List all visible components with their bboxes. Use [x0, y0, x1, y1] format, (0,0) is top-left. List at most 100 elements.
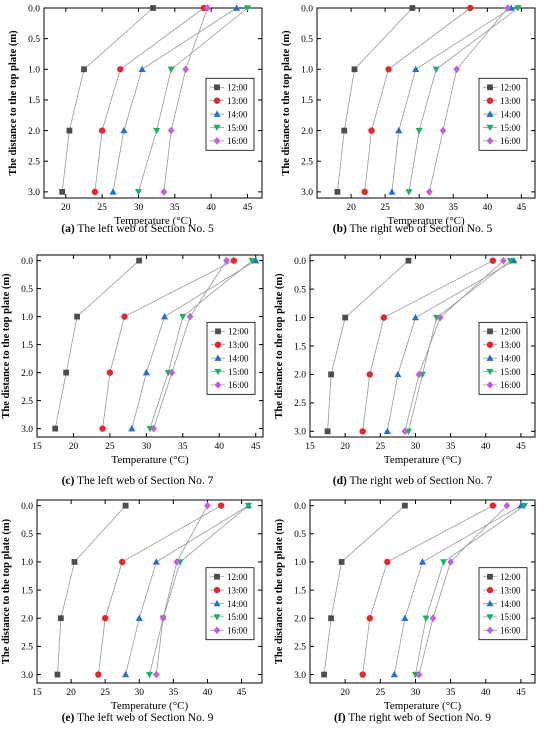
data-point-1300	[384, 558, 391, 566]
x-axis-title: Temperature (°C)	[384, 454, 462, 466]
y-tick-label: 0.0	[28, 4, 40, 14]
legend: 12:00 13:00 14:00 15:00 16:00	[478, 321, 528, 395]
data-point-1600	[223, 256, 230, 265]
legend-marker	[213, 110, 221, 117]
data-point-1200	[338, 559, 345, 565]
y-tick-label: 1.0	[294, 314, 306, 324]
legend-marker	[486, 599, 494, 607]
data-point-1500	[415, 127, 423, 135]
series-line-1300	[364, 7, 471, 192]
legend-label: 16:00	[500, 136, 521, 146]
x-tick-label: 45	[516, 442, 526, 452]
caption-c: (c) The left web of Section No. 7	[0, 475, 275, 487]
y-tick-label: 1.5	[28, 96, 40, 106]
caption-text: The right web of Section No. 7	[349, 475, 493, 487]
x-tick-label: 15	[32, 442, 42, 452]
y-axis-title: The distance to the top plate (m)	[8, 30, 19, 176]
data-point-1300	[368, 127, 375, 134]
data-point-1300	[101, 615, 109, 622]
legend-label: 16:00	[500, 626, 521, 636]
data-point-1400	[418, 558, 427, 565]
y-tick-label: 3.0	[28, 188, 40, 198]
plot-frame	[36, 254, 264, 438]
y-tick-label: 0.0	[294, 257, 306, 267]
data-point-1200	[328, 615, 334, 622]
data-point-1400	[401, 614, 409, 621]
data-point-1200	[71, 559, 78, 565]
y-tick-label: 3.0	[294, 671, 306, 681]
series-line-1200	[327, 260, 409, 432]
data-point-1600	[168, 368, 176, 377]
legend-marker	[486, 137, 494, 145]
data-point-1600	[204, 4, 211, 12]
series-line-1600	[418, 505, 508, 675]
x-tick-label: 25	[376, 688, 386, 698]
caption-letter: (f)	[334, 712, 346, 724]
y-tick-label: 2.5	[21, 643, 33, 653]
data-point-1300	[106, 369, 114, 376]
data-point-1500	[145, 671, 154, 679]
data-point-1500	[520, 502, 528, 510]
caption-text: The left web of Section No. 9	[77, 712, 214, 724]
legend-label: 14:00	[228, 353, 249, 363]
y-tick-label: 2.0	[28, 127, 40, 137]
series-line-1300	[362, 260, 493, 432]
data-point-1200	[81, 66, 87, 73]
data-point-1200	[351, 66, 358, 73]
chart-panel-e: 15 20 25 30 35 40 45 0.0 0.5 1.0 1.5 2.0 2.5 3.0 Tempe…	[1, 499, 263, 712]
legend-marker	[487, 84, 493, 91]
legend-marker	[213, 599, 221, 607]
data-point-1500	[134, 189, 142, 196]
y-axis-title: The distance to the top plate (m)	[274, 518, 285, 664]
legend-marker	[486, 586, 494, 594]
data-point-1600	[150, 424, 158, 433]
legend-marker	[486, 368, 494, 376]
chart-panel-d: 15 20 25 30 35 40 45 0.0 0.5 1.0 1.5 2.0 2.5 3.0 Tempe…	[274, 254, 536, 466]
data-point-1400	[388, 188, 396, 195]
y-tick-label: 1.0	[301, 66, 313, 76]
data-point-1300	[489, 257, 497, 264]
y-tick-label: 1.5	[21, 586, 33, 596]
data-point-1600	[173, 558, 181, 566]
y-tick-label: 3.0	[21, 671, 33, 681]
x-tick-label: 30	[411, 688, 421, 698]
series-line-1600	[155, 505, 208, 675]
legend-label: 16:00	[500, 380, 521, 390]
legend-label: 12:00	[227, 572, 248, 582]
series-line-1400	[125, 505, 249, 675]
y-tick-label: 3.0	[21, 425, 33, 435]
legend-label: 12:00	[500, 83, 521, 93]
y-tick-label: 2.0	[294, 371, 306, 381]
data-point-1300	[95, 671, 102, 678]
data-point-1300	[217, 502, 225, 509]
data-point-1600	[447, 558, 454, 566]
legend-marker	[486, 124, 494, 132]
legend-label: 14:00	[500, 599, 521, 609]
data-point-1300	[230, 257, 238, 264]
x-tick-label: 25	[97, 203, 107, 213]
legend-label: 12:00	[500, 572, 521, 582]
data-point-1500	[422, 615, 430, 622]
legend-marker	[213, 97, 221, 104]
y-tick-label: 3.0	[301, 188, 313, 198]
x-tick-label: 40	[203, 688, 213, 698]
x-tick-label: 20	[61, 203, 71, 213]
x-tick-label: 25	[105, 442, 115, 452]
x-tick-label: 30	[135, 688, 145, 698]
data-point-1600	[503, 501, 511, 510]
data-point-1300	[200, 4, 208, 12]
plot-frame	[36, 499, 263, 684]
y-tick-label: 1.0	[21, 313, 33, 323]
x-tick-label: 15	[305, 442, 315, 452]
x-tick-label: 20	[346, 203, 356, 213]
data-point-1400	[233, 4, 241, 11]
data-point-1500	[167, 66, 175, 73]
y-tick-label: 2.5	[294, 643, 306, 653]
data-point-1400	[390, 670, 398, 678]
caption-f: (f) The right web of Section No. 9	[275, 712, 550, 724]
legend-marker	[486, 354, 494, 361]
legend-label: 15:00	[500, 123, 521, 133]
legend-marker	[486, 626, 494, 635]
legend-label: 15:00	[500, 367, 521, 377]
x-tick-label: 20	[340, 442, 350, 452]
